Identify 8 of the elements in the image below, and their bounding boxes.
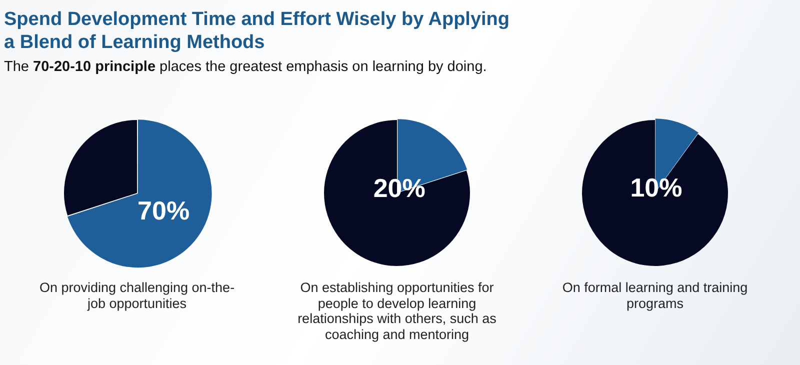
text: On establishing opportunities for people to develop learning relationships with others, such as coaching and mentoring [296,280,498,342]
text: On formal learning and training programs [561,280,749,311]
text: Spend Development Time and Effort Wisely by Applying a Blend of Learning Methods [4,8,511,54]
text: The 70-20-10 principle places the greatest emphasis on learning by doing. [4,59,487,75]
data-label: 20% [373,172,426,203]
text: On providing challenging on-the-job opportunities [38,280,236,311]
data-label: 10% [630,172,682,202]
data-label: 70% [138,195,190,226]
